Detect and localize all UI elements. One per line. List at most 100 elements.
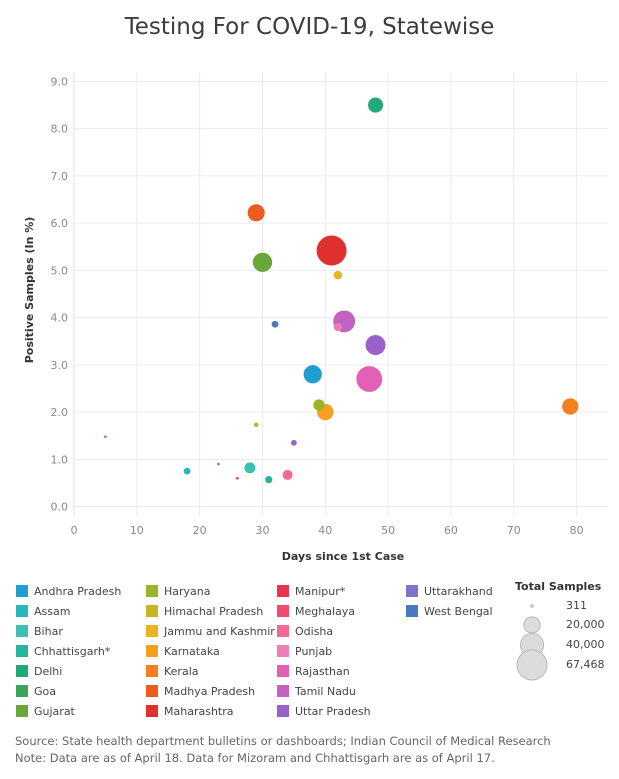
- legend-item-punjab[interactable]: Punjab: [277, 641, 332, 661]
- legend-label: Uttar Pradesh: [295, 704, 371, 718]
- data-note: Note: Data are as of April 18. Data for …: [15, 751, 495, 765]
- legend-item-maharashtra[interactable]: Maharashtra: [146, 701, 234, 721]
- data-point-uttar-pradesh[interactable]: [365, 335, 386, 356]
- data-point-manipur[interactable]: [236, 476, 239, 480]
- x-tick-label: 80: [570, 524, 584, 537]
- data-point-madhya-pradesh[interactable]: [247, 204, 265, 222]
- data-point-gujarat[interactable]: [252, 252, 273, 273]
- legend-item-manipur[interactable]: Manipur*: [277, 581, 345, 601]
- legend-label: West Bengal: [424, 604, 493, 618]
- data-point-haryana[interactable]: [313, 399, 325, 411]
- legend-label: Meghalaya: [295, 604, 356, 618]
- size-legend-label: 40,000: [566, 638, 605, 651]
- legend-swatch: [146, 625, 158, 637]
- legend-item-meghalaya[interactable]: Meghalaya: [277, 601, 355, 621]
- legend-swatch: [277, 665, 289, 677]
- legend-swatch: [146, 665, 158, 677]
- legend-label: Haryana: [164, 584, 211, 598]
- data-point-himachal-pradesh[interactable]: [253, 422, 259, 428]
- legend-label: Bihar: [34, 624, 63, 638]
- size-legend-circles: [516, 604, 548, 681]
- x-tick-label: 70: [507, 524, 521, 537]
- data-point-delhi[interactable]: [368, 97, 384, 113]
- data-points: [104, 97, 579, 484]
- data-point-punjab[interactable]: [333, 322, 342, 332]
- legend-swatch: [146, 705, 158, 717]
- legend-swatch: [277, 585, 289, 597]
- legend-label: Chhattisgarh*: [34, 644, 111, 658]
- grid-lines: [73, 72, 608, 516]
- legend-swatch: [16, 605, 28, 617]
- legend-swatch: [16, 705, 28, 717]
- legend-swatch: [16, 625, 28, 637]
- legend-item-kerala[interactable]: Kerala: [146, 661, 199, 681]
- legend-item-goa[interactable]: Goa: [16, 681, 56, 701]
- y-tick-label: 5.0: [51, 264, 69, 277]
- legend-item-uttar-pradesh[interactable]: Uttar Pradesh: [277, 701, 371, 721]
- legend-item-gujarat[interactable]: Gujarat: [16, 701, 75, 721]
- legend-swatch: [146, 645, 158, 657]
- data-point-assam[interactable]: [183, 467, 191, 475]
- data-point-chhattisgarh[interactable]: [265, 475, 273, 484]
- y-tick-label: 4.0: [51, 312, 69, 325]
- legend-item-uttarakhand[interactable]: Uttarakhand: [406, 581, 493, 601]
- legend-label: Assam: [34, 604, 71, 618]
- data-point-west-bengal[interactable]: [271, 320, 279, 328]
- legend-label: Maharashtra: [164, 704, 234, 718]
- data-point-odisha[interactable]: [282, 469, 293, 480]
- data-point-rajasthan[interactable]: [356, 366, 383, 392]
- legend-label: Himachal Pradesh: [164, 604, 264, 618]
- legend-swatch: [406, 585, 418, 597]
- data-point-maharashtra[interactable]: [316, 235, 347, 266]
- size-legend-label: 20,000: [566, 618, 605, 631]
- data-point-jammu-and-kashmir[interactable]: [333, 270, 343, 280]
- y-tick-label: 1.0: [51, 453, 69, 466]
- chart-title: Testing For COVID-19, Statewise: [124, 14, 495, 40]
- y-axis-ticks: 0.0 1.0 2.0 3.0 4.0 5.0 6.0 7.0 8.0 9.0: [51, 75, 69, 513]
- legend-item-assam[interactable]: Assam: [16, 601, 70, 621]
- legend-label: Madhya Pradesh: [164, 684, 256, 698]
- legend-item-jammu-and-kashmir[interactable]: Jammu and Kashmir: [146, 621, 275, 641]
- legend-swatch: [16, 685, 28, 697]
- legend-swatch: [146, 605, 158, 617]
- legend-item-delhi[interactable]: Delhi: [16, 661, 62, 681]
- legend-item-west-bengal[interactable]: West Bengal: [406, 601, 493, 621]
- source-note: Source: State health department bulletin…: [15, 734, 551, 748]
- data-point-kerala[interactable]: [562, 398, 579, 415]
- size-legend-circle: [530, 604, 534, 608]
- data-point-uttar-pradesh[interactable]: [290, 439, 297, 446]
- size-legend-title: Total Samples: [515, 580, 602, 593]
- legend-label: Kerala: [164, 664, 199, 678]
- legend-item-andhra-pradesh[interactable]: Andhra Pradesh: [16, 581, 121, 601]
- size-legend-circle: [516, 649, 548, 681]
- legend-label: Goa: [34, 684, 56, 698]
- legend-swatch: [277, 705, 289, 717]
- x-axis-ticks: 0 10 20 30 40 50 60 70 80: [71, 524, 584, 537]
- legend-item-himachal-pradesh[interactable]: Himachal Pradesh: [146, 601, 263, 621]
- legend-item-chhattisgarh[interactable]: Chhattisgarh*: [16, 641, 110, 661]
- legend-item-bihar[interactable]: Bihar: [16, 621, 63, 641]
- x-tick-label: 60: [444, 524, 458, 537]
- legend-item-madhya-pradesh[interactable]: Madhya Pradesh: [146, 681, 255, 701]
- y-axis-label: Positive Samples (In %): [23, 217, 36, 364]
- y-tick-label: 6.0: [51, 217, 69, 230]
- x-tick-label: 30: [255, 524, 269, 537]
- y-tick-label: 3.0: [51, 359, 69, 372]
- legend-item-tamil-nadu[interactable]: Tamil Nadu: [277, 681, 356, 701]
- size-legend-label: 67,468: [566, 658, 605, 671]
- x-tick-label: 0: [71, 524, 78, 537]
- legend-label: Manipur*: [295, 584, 346, 598]
- legend-swatch: [406, 605, 418, 617]
- legend-item-haryana[interactable]: Haryana: [146, 581, 211, 601]
- data-point-meghalaya[interactable]: [104, 435, 107, 438]
- legend-item-rajasthan[interactable]: Rajasthan: [277, 661, 350, 681]
- size-legend: Total Samples 311 20,000 40,000 67,468: [510, 580, 615, 681]
- legend-label: Andhra Pradesh: [34, 584, 122, 598]
- legend-swatch: [16, 665, 28, 677]
- data-point-goa[interactable]: [217, 462, 220, 466]
- data-point-andhra-pradesh[interactable]: [303, 365, 322, 384]
- legend-item-karnataka[interactable]: Karnataka: [146, 641, 220, 661]
- legend-item-odisha[interactable]: Odisha: [277, 621, 333, 641]
- scatter-chart: 0.0 1.0 2.0 3.0 4.0 5.0 6.0 7.0 8.0 9.0 0 10 20 30 40…: [23, 72, 608, 563]
- data-point-bihar[interactable]: [244, 462, 256, 474]
